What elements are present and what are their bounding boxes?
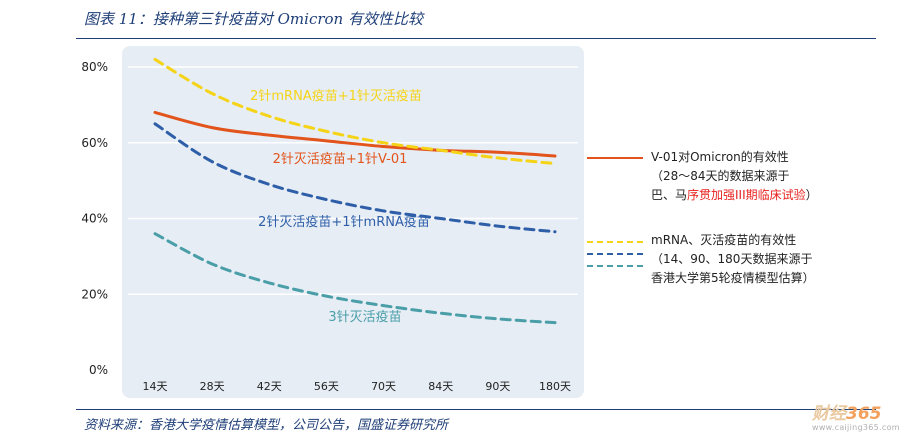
logo-url: www.caijing365.com [812, 423, 899, 432]
series-v01-label: 2针灭活疫苗+1针V-01 [273, 151, 408, 167]
legend-hk-line3: 香港大学第5轮疫情模型估算） [651, 271, 815, 285]
legend-v01-line3-c: ） [805, 188, 818, 202]
x-tick-label: 84天 [428, 380, 453, 393]
logo-brand: 财经365 [812, 405, 896, 423]
legend-swatch-yellow [587, 241, 643, 243]
y-tick-label: 60% [81, 136, 108, 150]
x-tick-label: 180天 [539, 380, 571, 393]
legend-hk: mRNA、灭活疫苗的有效性 （14、90、180天数据来源于 香港大学第5轮疫情… [651, 231, 815, 288]
x-tick-label: 14天 [143, 380, 168, 393]
source-rule [76, 409, 876, 410]
watermark-logo: 财经365 www.caijing365.com [812, 405, 899, 441]
x-tick-label: 70天 [371, 380, 396, 393]
legend-v01: V-01对Omicron的有效性 （28～84天的数据来源于 巴、马序贯加强II… [651, 148, 818, 205]
legend-v01-line1: V-01对Omicron的有效性 [651, 150, 789, 164]
legend-v01-line3: 巴、马序贯加强III期临床试验） [651, 186, 818, 205]
y-tick-label: 0% [89, 363, 108, 377]
y-tick-label: 20% [81, 287, 108, 301]
logo-num: 365 [846, 404, 882, 424]
y-axis-ticks: 0% 20% 40% 60% 80% [81, 60, 108, 377]
legend-v01-line3-a: 巴、马 [651, 188, 688, 202]
legend-v01-line3-red: 序贯加强III期临床试验 [687, 188, 806, 202]
series-inact3-label: 3针灭活疫苗 [328, 309, 401, 325]
legend-swatch-v01 [587, 157, 643, 159]
series-mrna-inact-label: 2针mRNA疫苗+1针灭活疫苗 [250, 88, 422, 104]
series-inact3-line [153, 232, 557, 325]
legend-hk-line2: （14、90、180天数据来源于 [651, 252, 813, 266]
series-group [153, 57, 557, 325]
legend-v01-line2: （28～84天的数据来源于 [651, 169, 790, 183]
x-axis-ticks: 14天 28天 42天 56天 70天 84天 90天 180天 [143, 380, 572, 393]
legend-swatch-blue [587, 253, 643, 255]
figure-title: 图表 11：接种第三针疫苗对 Omicron 有效性比较 [84, 10, 423, 28]
series-v01-line [153, 110, 557, 158]
legend-swatch-teal [587, 265, 643, 267]
x-tick-label: 56天 [314, 380, 339, 393]
x-tick-label: 28天 [200, 380, 225, 393]
y-tick-label: 80% [81, 60, 108, 74]
y-tick-label: 40% [81, 212, 108, 226]
series-inact-mrna-label: 2针灭活疫苗+1针mRNA疫苗 [258, 214, 430, 230]
logo-text: 财经 [812, 404, 846, 424]
x-tick-label: 90天 [485, 380, 510, 393]
series-labels: 2针灭活疫苗+1针V-01 2针mRNA疫苗+1针灭活疫苗 2针灭活疫苗+1针mRN… [250, 88, 430, 325]
series-inact-mrna-line [153, 122, 557, 234]
series-mrna-inact-line [153, 57, 557, 166]
legend-hk-line1: mRNA、灭活疫苗的有效性 [651, 233, 797, 247]
plot-background [122, 46, 584, 398]
title-rule [76, 38, 876, 39]
source-note: 资料来源：香港大学疫情估算模型，公司公告，国盛证券研究所 [84, 418, 449, 433]
x-tick-label: 42天 [257, 380, 282, 393]
